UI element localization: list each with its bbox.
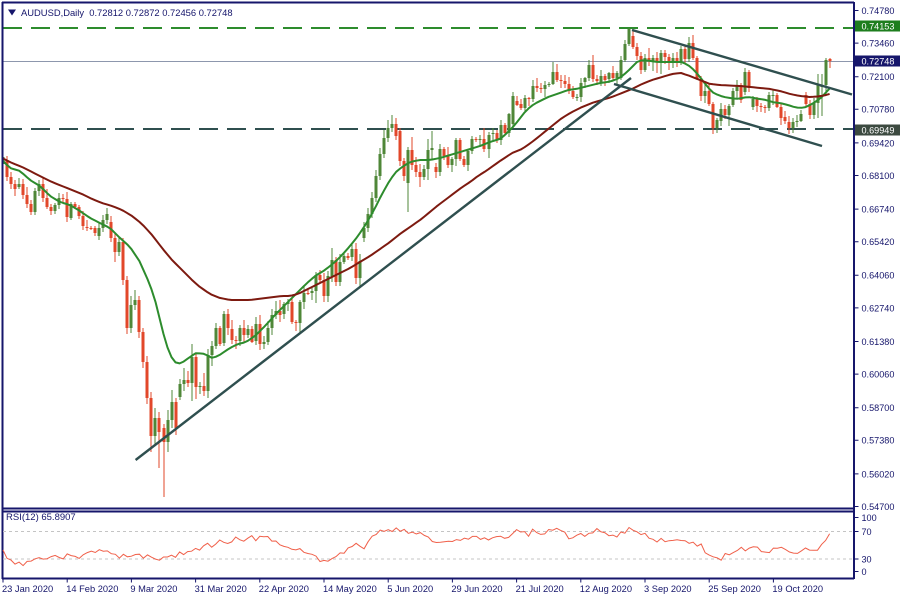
svg-text:5 Jun 2020: 5 Jun 2020 (387, 584, 433, 594)
svg-text:0.56020: 0.56020 (862, 469, 895, 479)
svg-text:0.72100: 0.72100 (862, 72, 895, 82)
svg-text:0.69420: 0.69420 (862, 138, 895, 148)
svg-text:0.54700: 0.54700 (862, 502, 895, 512)
svg-text:0.62740: 0.62740 (862, 303, 895, 313)
svg-text:0.66740: 0.66740 (862, 205, 895, 215)
svg-text:AUDUSD,Daily 0.72812 0.72872: AUDUSD,Daily 0.72812 0.72872 0.72456 0.7… (21, 7, 233, 18)
svg-text:3 Sep 2020: 3 Sep 2020 (644, 584, 692, 594)
svg-text:0.65420: 0.65420 (862, 237, 895, 247)
svg-text:0.74780: 0.74780 (862, 6, 895, 16)
svg-text:0.69949: 0.69949 (862, 125, 895, 135)
svg-text:14 May 2020: 14 May 2020 (323, 584, 377, 594)
svg-text:14 Feb 2020: 14 Feb 2020 (66, 584, 118, 594)
svg-text:0.74153: 0.74153 (862, 21, 895, 31)
svg-text:23 Jan 2020: 23 Jan 2020 (2, 584, 53, 594)
svg-text:9 Mar 2020: 9 Mar 2020 (130, 584, 177, 594)
svg-text:0.61380: 0.61380 (862, 337, 895, 347)
svg-text:0.72748: 0.72748 (862, 56, 895, 66)
svg-text:70: 70 (862, 527, 872, 537)
svg-text:19 Oct 2020: 19 Oct 2020 (772, 584, 823, 594)
svg-text:RSI(12) 65.8907: RSI(12) 65.8907 (6, 512, 76, 523)
svg-text:0.73460: 0.73460 (862, 39, 895, 49)
svg-text:0.58700: 0.58700 (862, 403, 895, 413)
svg-text:22 Apr 2020: 22 Apr 2020 (259, 584, 309, 594)
svg-text:25 Sep 2020: 25 Sep 2020 (708, 584, 761, 594)
svg-text:0: 0 (862, 567, 867, 577)
svg-text:0.60060: 0.60060 (862, 370, 895, 380)
svg-text:12 Aug 2020: 12 Aug 2020 (580, 584, 632, 594)
svg-text:21 Jul 2020: 21 Jul 2020 (516, 584, 564, 594)
svg-text:29 Jun 2020: 29 Jun 2020 (451, 584, 502, 594)
svg-text:31 Mar 2020: 31 Mar 2020 (195, 584, 247, 594)
svg-text:0.57380: 0.57380 (862, 436, 895, 446)
svg-text:30: 30 (862, 554, 872, 564)
svg-text:0.64060: 0.64060 (862, 271, 895, 281)
svg-text:0.68100: 0.68100 (862, 171, 895, 181)
svg-text:100: 100 (862, 513, 877, 523)
svg-text:0.70780: 0.70780 (862, 105, 895, 115)
